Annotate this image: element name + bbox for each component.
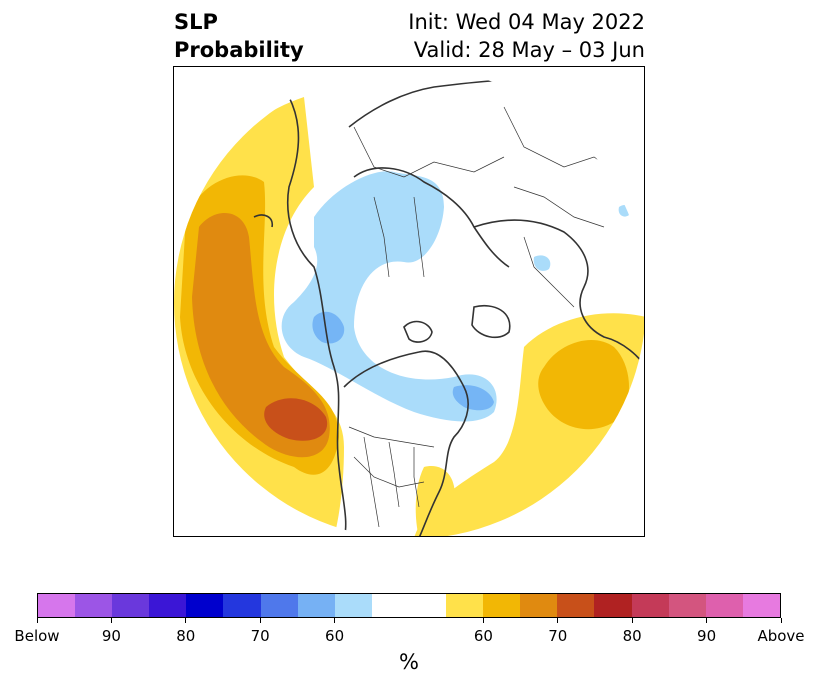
colorbar-tick-mark	[259, 618, 261, 623]
colorbar-cell	[297, 594, 335, 617]
above-90-pacific	[264, 398, 328, 441]
colorbar-cell	[742, 594, 780, 617]
colorbar-tick-label: 80	[176, 627, 196, 645]
colorbar-cell	[334, 594, 372, 617]
colorbar-tick-mark	[36, 618, 38, 623]
below-70-labrador	[452, 385, 494, 411]
title-line-2: Probability	[174, 38, 304, 62]
colorbar-cell	[705, 594, 743, 617]
colorbar-cell	[557, 594, 595, 617]
colorbar-tick-mark	[334, 618, 336, 623]
colorbar-cell	[408, 594, 447, 617]
colorbar-tick-mark	[557, 618, 559, 623]
above-70-atlantic	[538, 339, 629, 430]
below-60-arctic	[281, 171, 497, 422]
colorbar-cell	[223, 594, 261, 617]
colorbar-tick-label: Above	[757, 627, 805, 645]
colorbar-cell	[520, 594, 558, 617]
colorbar-tick-label: 60	[473, 627, 493, 645]
colorbar-tick-label: 70	[548, 627, 568, 645]
borders	[348, 106, 625, 528]
colorbar-tick-mark	[631, 618, 633, 623]
colorbar-cell	[186, 594, 224, 617]
forecast-dates: Init: Wed 04 May 2022 Valid: 28 May – 03…	[408, 8, 645, 64]
colorbar-cell	[371, 594, 409, 617]
valid-range: Valid: 28 May – 03 Jun	[413, 38, 645, 62]
colorbar-tick-mark	[482, 618, 484, 623]
colorbar-unit-label: %	[399, 650, 419, 674]
colorbar-cell	[594, 594, 632, 617]
colorbar-tick-label: 90	[101, 627, 121, 645]
title-line-1: SLP	[174, 10, 218, 34]
colorbar-tick-mark	[185, 618, 187, 623]
colorbar-tick-label: 70	[250, 627, 270, 645]
below-60-east	[533, 255, 551, 271]
colorbar-tick-label: 60	[325, 627, 345, 645]
colorbar-cell	[112, 594, 150, 617]
below-60-siberia	[618, 204, 630, 217]
colorbar-cell	[483, 594, 521, 617]
colorbar-cell	[446, 594, 484, 617]
init-date: Init: Wed 04 May 2022	[408, 10, 645, 34]
colorbar-cell	[668, 594, 706, 617]
above-80-pacific	[192, 213, 330, 458]
colorbar-cell	[260, 594, 298, 617]
colorbar-cell	[149, 594, 187, 617]
colorbar-tick-mark	[110, 618, 112, 623]
colorbar-cell	[38, 594, 76, 617]
colorbar-tick-label: 80	[622, 627, 642, 645]
above-60-east-coast	[415, 466, 455, 536]
colorbar-tick-label: Below	[14, 627, 60, 645]
below-70-arctic	[312, 311, 345, 344]
colorbar-tick-mark	[706, 618, 708, 623]
map-title: SLP Probability	[174, 8, 304, 64]
probability-map	[174, 79, 644, 536]
map-panel	[173, 66, 645, 537]
colorbar-cell	[75, 594, 113, 617]
colorbar-tick-mark	[780, 618, 782, 623]
colorbar-cell	[631, 594, 669, 617]
colorbar-tick-label: 90	[697, 627, 717, 645]
colorbar	[37, 593, 781, 618]
